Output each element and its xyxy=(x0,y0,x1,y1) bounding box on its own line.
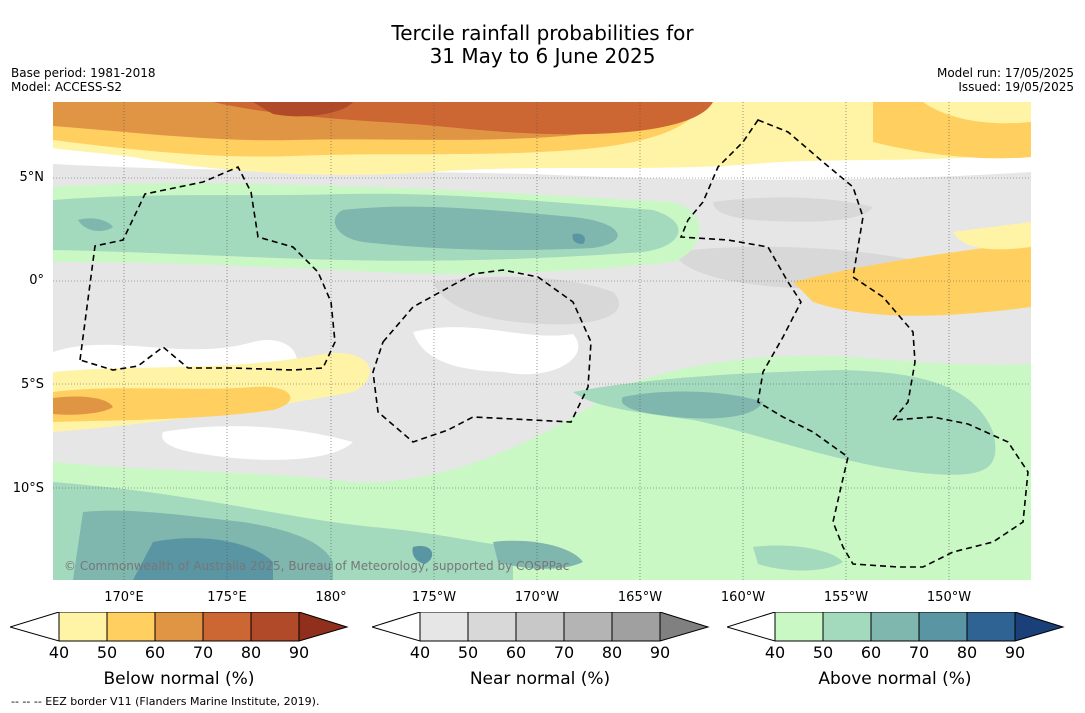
lon-label: 170°W xyxy=(514,590,560,605)
probability-map xyxy=(53,102,1031,580)
near-normal-swatch xyxy=(468,612,516,641)
above-normal-colorbar xyxy=(727,612,1065,642)
below-tick: 90 xyxy=(288,643,310,662)
lat-label-0: 0° xyxy=(29,273,44,288)
near-normal-colorbar xyxy=(372,612,710,642)
above-tick: 90 xyxy=(1004,643,1026,662)
above-normal-70 xyxy=(412,545,433,564)
above-tick: 60 xyxy=(860,643,882,662)
above-normal-50 xyxy=(753,545,843,571)
above-normal-60 xyxy=(334,206,618,250)
copyright-notice: © Commonwealth of Australia 2025, Bureau… xyxy=(64,559,570,573)
below-normal-50 xyxy=(53,386,291,422)
above-normal-60 xyxy=(78,218,113,232)
issued-date: Issued: 19/05/2025 xyxy=(958,80,1074,94)
lon-label: 160°W xyxy=(720,590,766,605)
above-normal-swatch xyxy=(967,612,1015,641)
near-tick: 70 xyxy=(553,643,575,662)
near-normal-swatch xyxy=(516,612,564,641)
below-normal-swatch xyxy=(59,612,107,641)
above-normal-swatch xyxy=(823,612,871,641)
above-normal-60 xyxy=(621,391,763,419)
eez-border-note: -- -- -- EEZ border V11 (Flanders Marine… xyxy=(11,695,320,708)
eez-borders xyxy=(79,119,1029,568)
map-title: Tercile rainfall probabilities for 31 Ma… xyxy=(0,22,1085,68)
above-normal-70 xyxy=(133,538,273,580)
below-tick: 70 xyxy=(192,643,214,662)
above-tick: 80 xyxy=(956,643,978,662)
title-line-1: Tercile rainfall probabilities for xyxy=(391,21,694,45)
lat-label-5s: 5°S xyxy=(20,377,44,392)
above-normal-swatch xyxy=(775,612,823,641)
near-normal-50 xyxy=(713,197,873,222)
above-normal-swatch xyxy=(871,612,919,641)
near-normal-high-arrow xyxy=(660,612,708,641)
near-normal-low-arrow xyxy=(372,612,421,642)
no-signal-region xyxy=(413,327,579,375)
above-tick: 40 xyxy=(764,643,786,662)
lon-label: 175°W xyxy=(411,590,457,605)
above-normal-60 xyxy=(493,540,583,569)
near-normal-swatch xyxy=(420,612,468,641)
below-normal-swatch xyxy=(107,612,155,641)
below-normal-50 xyxy=(793,242,1031,316)
lat-label-5n: 5°N xyxy=(19,170,45,185)
above-normal-high-arrow xyxy=(1015,612,1063,641)
base-period: Base period: 1981-2018 xyxy=(11,66,156,80)
near-tick: 90 xyxy=(649,643,671,662)
below-tick: 50 xyxy=(96,643,118,662)
near-tick: 50 xyxy=(457,643,479,662)
graticule xyxy=(53,102,1031,580)
below-normal-low-arrow xyxy=(10,612,60,642)
above-normal-low-arrow xyxy=(727,612,776,642)
lon-label: 170°E xyxy=(104,590,144,605)
near-tick: 80 xyxy=(601,643,623,662)
lon-label: 165°W xyxy=(617,590,663,605)
below-tick: 80 xyxy=(240,643,262,662)
above-normal-70 xyxy=(572,233,585,244)
near-normal-swatch xyxy=(564,612,612,641)
above-normal-swatch xyxy=(919,612,967,641)
near-normal-label: Near normal (%) xyxy=(469,669,611,689)
lon-label: 150°W xyxy=(926,590,972,605)
lon-label: 175°E xyxy=(207,590,247,605)
model-info: Base period: 1981-2018 Model: ACCESS-S2 xyxy=(11,66,156,94)
lon-label: 155°W xyxy=(823,590,869,605)
near-tick: 40 xyxy=(409,643,431,662)
no-signal-region xyxy=(162,426,353,460)
near-normal-50 xyxy=(433,276,620,325)
near-normal-swatch xyxy=(612,612,660,641)
below-normal-swatch xyxy=(155,612,203,641)
below-tick: 60 xyxy=(144,643,166,662)
run-info: Model run: 17/05/2025 Issued: 19/05/2025 xyxy=(937,66,1074,94)
above-tick: 50 xyxy=(812,643,834,662)
lon-label: 180° xyxy=(315,590,347,605)
below-normal-swatch xyxy=(203,612,251,641)
lat-label-10s: 10°S xyxy=(12,481,44,496)
title-line-2: 31 May to 6 June 2025 xyxy=(429,44,656,68)
above-normal-label: Above normal (%) xyxy=(818,669,972,689)
below-normal-40 xyxy=(923,102,1031,124)
model-run-date: Model run: 17/05/2025 xyxy=(936,66,1074,80)
below-normal-high-arrow xyxy=(299,612,347,641)
below-normal-40 xyxy=(953,222,1031,250)
below-normal-60 xyxy=(53,396,113,415)
map-canvas xyxy=(53,102,1031,580)
below-normal-swatch xyxy=(251,612,299,641)
below-normal-label: Below normal (%) xyxy=(103,669,255,689)
below-normal-colorbar xyxy=(10,612,349,642)
below-tick: 40 xyxy=(48,643,70,662)
model-name: Model: ACCESS-S2 xyxy=(11,80,123,94)
below-normal-80 xyxy=(253,102,353,117)
near-tick: 60 xyxy=(505,643,527,662)
above-tick: 70 xyxy=(908,643,930,662)
